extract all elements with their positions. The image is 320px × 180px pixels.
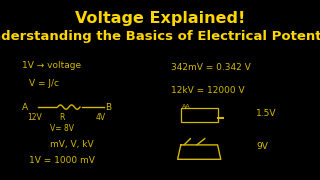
Text: A: A <box>22 103 28 112</box>
Text: 4V: 4V <box>96 113 106 122</box>
Text: Voltage Explained!: Voltage Explained! <box>75 11 245 26</box>
Text: 1V = 1000 mV: 1V = 1000 mV <box>29 156 95 165</box>
Text: R: R <box>59 113 65 122</box>
Text: 1V → voltage: 1V → voltage <box>22 61 82 70</box>
Text: V = J/c: V = J/c <box>29 79 59 88</box>
Text: V= 8V: V= 8V <box>50 124 74 133</box>
Text: 12kV = 12000 V: 12kV = 12000 V <box>171 86 245 95</box>
Text: 12V: 12V <box>27 113 42 122</box>
Text: mV, V, kV: mV, V, kV <box>50 140 93 149</box>
Text: Understanding the Basics of Electrical Potential: Understanding the Basics of Electrical P… <box>0 30 320 43</box>
Text: B: B <box>106 103 112 112</box>
Text: 9V: 9V <box>256 142 268 151</box>
Bar <box>181 108 218 122</box>
Text: 342mV = 0.342 V: 342mV = 0.342 V <box>171 63 251 72</box>
Text: AA: AA <box>182 104 190 109</box>
Text: 1.5V: 1.5V <box>256 109 276 118</box>
